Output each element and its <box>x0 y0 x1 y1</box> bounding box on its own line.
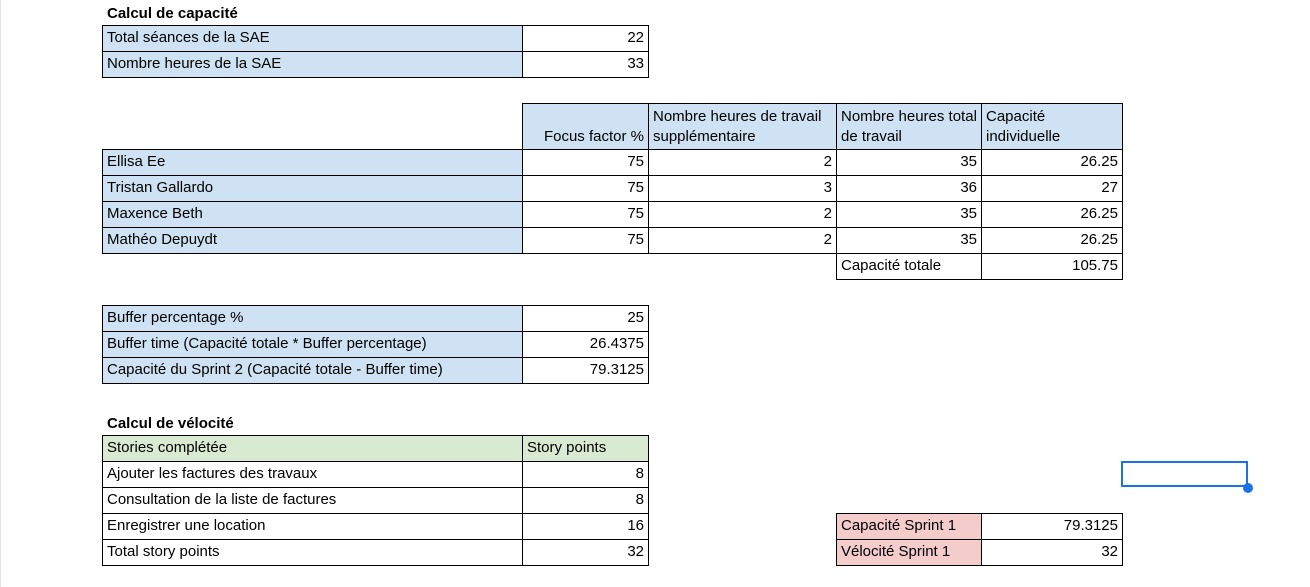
story-points-cell[interactable]: 8 <box>522 487 649 514</box>
capacity-cell[interactable]: 26.25 <box>981 149 1123 176</box>
extra-hours-cell[interactable]: 2 <box>648 201 837 228</box>
sheet-left-border <box>0 0 1 587</box>
total-capacity-value[interactable]: 105.75 <box>981 253 1123 280</box>
sprint-velocity-label[interactable]: Vélocité Sprint 1 <box>836 539 982 566</box>
member-name-cell[interactable]: Ellisa Ee <box>102 149 523 176</box>
total-story-points-value[interactable]: 32 <box>522 539 649 566</box>
buffer-label-cell[interactable]: Buffer percentage % <box>102 305 523 332</box>
fill-handle[interactable] <box>1243 483 1253 493</box>
member-name-cell[interactable]: Maxence Beth <box>102 201 523 228</box>
capacity-label-cell[interactable]: Total séances de la SAE <box>102 25 523 52</box>
focus-cell[interactable]: 75 <box>522 175 649 202</box>
header-total-hours[interactable]: Nombre heures total de travail <box>836 103 982 150</box>
focus-cell[interactable]: 75 <box>522 201 649 228</box>
story-points-cell[interactable]: 16 <box>522 513 649 540</box>
member-name-cell[interactable]: Mathéo Depuydt <box>102 227 523 254</box>
sprint-capacity-label[interactable]: Capacité Sprint 1 <box>836 513 982 540</box>
sprint-velocity-value[interactable]: 32 <box>981 539 1123 566</box>
total-hours-cell[interactable]: 35 <box>836 227 982 254</box>
buffer-value-cell[interactable]: 25 <box>522 305 649 332</box>
total-capacity-label[interactable]: Capacité totale <box>836 253 982 280</box>
capacity-cell[interactable]: 26.25 <box>981 201 1123 228</box>
capacity-title: Calcul de capacité <box>107 5 238 22</box>
capacity-cell[interactable]: 27 <box>981 175 1123 202</box>
focus-cell[interactable]: 75 <box>522 227 649 254</box>
total-story-points-label[interactable]: Total story points <box>102 539 523 566</box>
buffer-value-cell[interactable]: 26.4375 <box>522 331 649 358</box>
story-label-cell[interactable]: Consultation de la liste de factures <box>102 487 523 514</box>
header-stories[interactable]: Stories complétée <box>102 435 523 462</box>
capacity-label-cell[interactable]: Nombre heures de la SAE <box>102 51 523 78</box>
total-hours-cell[interactable]: 36 <box>836 175 982 202</box>
capacity-value-cell[interactable]: 22 <box>522 25 649 52</box>
header-story-points[interactable]: Story points <box>522 435 649 462</box>
header-individual-capacity[interactable]: Capacité individuelle <box>981 103 1123 150</box>
total-hours-cell[interactable]: 35 <box>836 201 982 228</box>
buffer-label-cell[interactable]: Capacité du Sprint 2 (Capacité totale - … <box>102 357 523 384</box>
story-label-cell[interactable]: Enregistrer une location <box>102 513 523 540</box>
capacity-value-cell[interactable]: 33 <box>522 51 649 78</box>
member-name-cell[interactable]: Tristan Gallardo <box>102 175 523 202</box>
sprint-capacity-value[interactable]: 79.3125 <box>981 513 1123 540</box>
capacity-cell[interactable]: 26.25 <box>981 227 1123 254</box>
extra-hours-cell[interactable]: 2 <box>648 227 837 254</box>
velocity-title: Calcul de vélocité <box>107 415 234 432</box>
selected-cell[interactable] <box>1121 461 1248 487</box>
header-focus-factor[interactable]: Focus factor % <box>522 103 649 150</box>
buffer-value-cell[interactable]: 79.3125 <box>522 357 649 384</box>
buffer-label-cell[interactable]: Buffer time (Capacité totale * Buffer pe… <box>102 331 523 358</box>
story-label-cell[interactable]: Ajouter les factures des travaux <box>102 461 523 488</box>
story-points-cell[interactable]: 8 <box>522 461 649 488</box>
total-hours-cell[interactable]: 35 <box>836 149 982 176</box>
extra-hours-cell[interactable]: 3 <box>648 175 837 202</box>
extra-hours-cell[interactable]: 2 <box>648 149 837 176</box>
focus-cell[interactable]: 75 <box>522 149 649 176</box>
header-extra-hours[interactable]: Nombre heures de travail supplémentaire <box>648 103 837 150</box>
